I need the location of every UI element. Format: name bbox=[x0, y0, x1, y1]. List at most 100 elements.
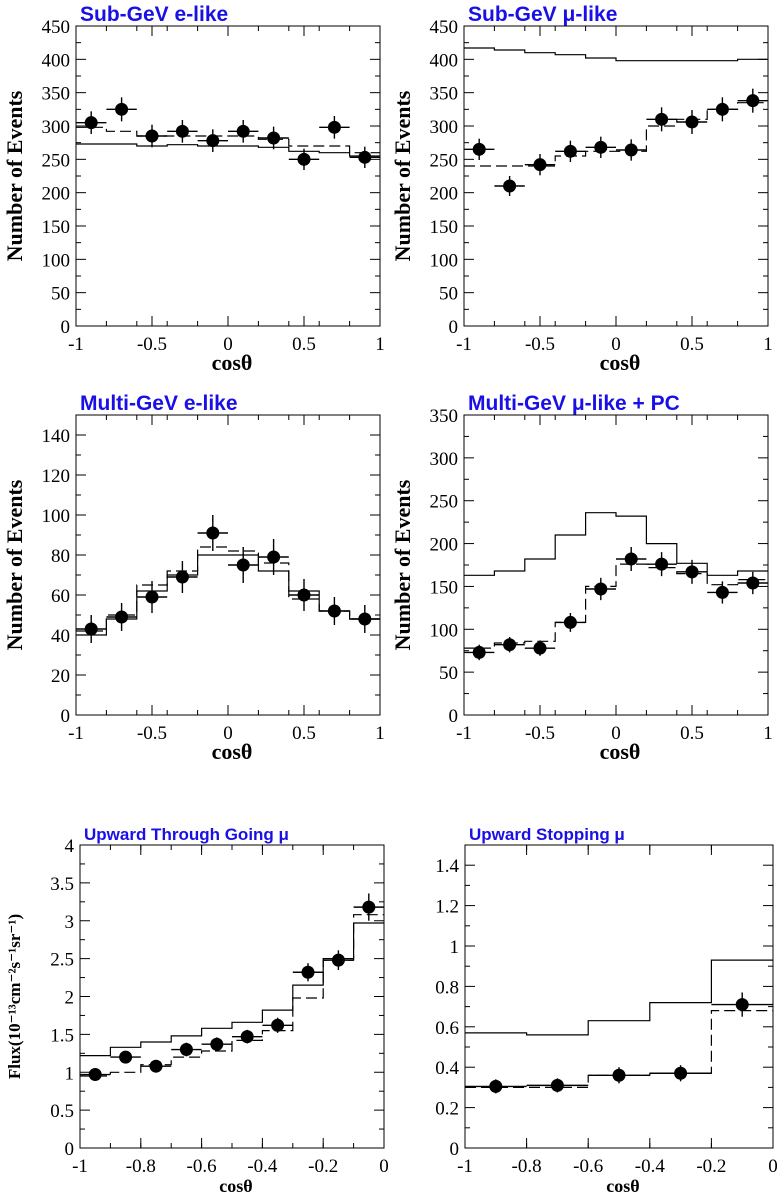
y-tick-label: 0 bbox=[449, 706, 459, 727]
x-axis-label: cosθ bbox=[212, 739, 253, 764]
y-tick-label: 4 bbox=[65, 836, 75, 857]
x-tick-label: -1 bbox=[68, 723, 84, 744]
y-tick-label: 1.5 bbox=[50, 1025, 74, 1046]
y-tick-label: 0.5 bbox=[50, 1101, 74, 1122]
data-point bbox=[145, 590, 159, 604]
x-axis-label: cosθ bbox=[600, 350, 641, 375]
y-tick-label: 50 bbox=[51, 284, 70, 305]
x-axis-label: cosθ bbox=[212, 350, 253, 375]
dashed-histogram bbox=[464, 563, 768, 649]
x-tick-label: 1 bbox=[375, 334, 385, 355]
y-tick-label: 0 bbox=[65, 1139, 75, 1160]
y-tick-label: 450 bbox=[42, 17, 71, 38]
y-tick-label: 0 bbox=[450, 1139, 460, 1160]
y-tick-label: 250 bbox=[42, 150, 71, 171]
x-tick-label: -0.4 bbox=[247, 1156, 278, 1177]
plot-frame bbox=[463, 414, 769, 716]
data-point bbox=[503, 638, 517, 652]
y-tick-label: 200 bbox=[430, 535, 459, 556]
data-point bbox=[715, 102, 729, 116]
y-tick-label: 100 bbox=[430, 620, 459, 641]
y-tick-label: 20 bbox=[51, 666, 70, 687]
x-axis-label: cosθ bbox=[600, 739, 641, 764]
data-point bbox=[267, 131, 281, 145]
y-tick-label: 100 bbox=[42, 250, 71, 271]
y-tick-label: 100 bbox=[430, 250, 459, 271]
data-point bbox=[206, 526, 220, 540]
y-tick-label: 2.5 bbox=[50, 950, 74, 971]
data-point bbox=[563, 615, 577, 629]
y-tick-label: 1 bbox=[450, 937, 460, 958]
y-tick-label: 80 bbox=[51, 546, 70, 567]
data-point bbox=[655, 557, 669, 571]
x-tick-label: 1 bbox=[375, 723, 385, 744]
data-point bbox=[331, 953, 345, 967]
data-point bbox=[297, 588, 311, 602]
y-tick-label: 1 bbox=[65, 1063, 75, 1084]
y-axis-label: Number of Events bbox=[2, 479, 27, 650]
x-tick-label: -0.2 bbox=[308, 1156, 338, 1177]
x-tick-label: -0.5 bbox=[525, 334, 555, 355]
y-tick-label: 300 bbox=[430, 117, 459, 138]
y-tick-label: 50 bbox=[439, 284, 458, 305]
solid-histogram bbox=[465, 959, 773, 1036]
plot-frame bbox=[79, 844, 385, 1149]
y-tick-label: 0.2 bbox=[435, 1099, 459, 1120]
data-point bbox=[297, 152, 311, 166]
y-tick-label: 1.4 bbox=[435, 856, 459, 877]
y-tick-label: 350 bbox=[430, 406, 459, 427]
x-tick-label: 0 bbox=[223, 723, 233, 744]
chart-3: Multi-GeV e-like 0 20 40 60 80 100 120 140 -1 -0.5… bbox=[2, 392, 385, 764]
y-tick-label: 250 bbox=[430, 150, 459, 171]
data-point bbox=[115, 102, 129, 116]
y-axis-label: Number of Events bbox=[2, 90, 27, 261]
data-point bbox=[84, 622, 98, 636]
y-tick-label: 350 bbox=[430, 84, 459, 105]
x-tick-label: 0.5 bbox=[680, 723, 704, 744]
x-axis-label: cosθ bbox=[606, 1176, 639, 1196]
data-point bbox=[149, 1059, 163, 1073]
chart-5: Upward Through Going μ 0 0.5 1 1.5 2 2.5 3 3.5 4 -… bbox=[5, 825, 389, 1196]
x-tick-label: -0.6 bbox=[187, 1156, 217, 1177]
x-axis-label: cosθ bbox=[219, 1176, 252, 1196]
solid-histogram bbox=[80, 922, 384, 1057]
data-point bbox=[594, 582, 608, 596]
data-point bbox=[489, 1079, 503, 1093]
dashed-histogram bbox=[76, 546, 380, 632]
y-tick-label: 1.2 bbox=[435, 897, 459, 918]
data-point bbox=[240, 1030, 254, 1044]
y-tick-label: 150 bbox=[430, 217, 459, 238]
y-tick-label: 300 bbox=[42, 117, 71, 138]
x-tick-label: 0.5 bbox=[680, 334, 704, 355]
data-point bbox=[175, 124, 189, 138]
y-tick-label: 200 bbox=[430, 184, 459, 205]
data-point bbox=[327, 120, 341, 134]
y-axis-label: Number of Events bbox=[390, 479, 415, 650]
y-tick-label: 400 bbox=[42, 50, 71, 71]
data-point bbox=[362, 900, 376, 914]
y-axis-label: Flux(10⁻¹³cm⁻²s⁻¹sr⁻¹) bbox=[5, 914, 24, 1079]
y-tick-label: 3.5 bbox=[50, 874, 74, 895]
y-tick-label: 200 bbox=[42, 184, 71, 205]
data-point bbox=[624, 143, 638, 157]
chart-4: Multi-GeV μ-like + PC 0 50 100 150 200 250 300 3… bbox=[390, 392, 773, 764]
y-tick-label: 50 bbox=[439, 663, 458, 684]
x-tick-label: -0.4 bbox=[635, 1156, 666, 1177]
data-point bbox=[533, 158, 547, 172]
data-point bbox=[88, 1068, 102, 1082]
x-tick-label: -1 bbox=[457, 1156, 473, 1177]
y-tick-label: 300 bbox=[430, 449, 459, 470]
data-point bbox=[358, 612, 372, 626]
y-tick-label: 120 bbox=[42, 466, 71, 487]
y-tick-label: 0 bbox=[61, 706, 71, 727]
chart-1: Sub-GeV e-like 0 50 100 150 200 250 300 350 400 45… bbox=[2, 3, 385, 375]
data-point bbox=[624, 552, 638, 566]
data-point bbox=[594, 140, 608, 154]
x-tick-label: -0.6 bbox=[573, 1156, 603, 1177]
data-point bbox=[236, 124, 250, 138]
data-point bbox=[119, 1050, 133, 1064]
x-tick-label: 0 bbox=[768, 1156, 778, 1177]
chart-2: Sub-GeV μ-like 0 50 100 150 200 250 300 350 400 45… bbox=[390, 3, 773, 375]
dashed-histogram bbox=[80, 914, 384, 1077]
data-point bbox=[267, 550, 281, 564]
